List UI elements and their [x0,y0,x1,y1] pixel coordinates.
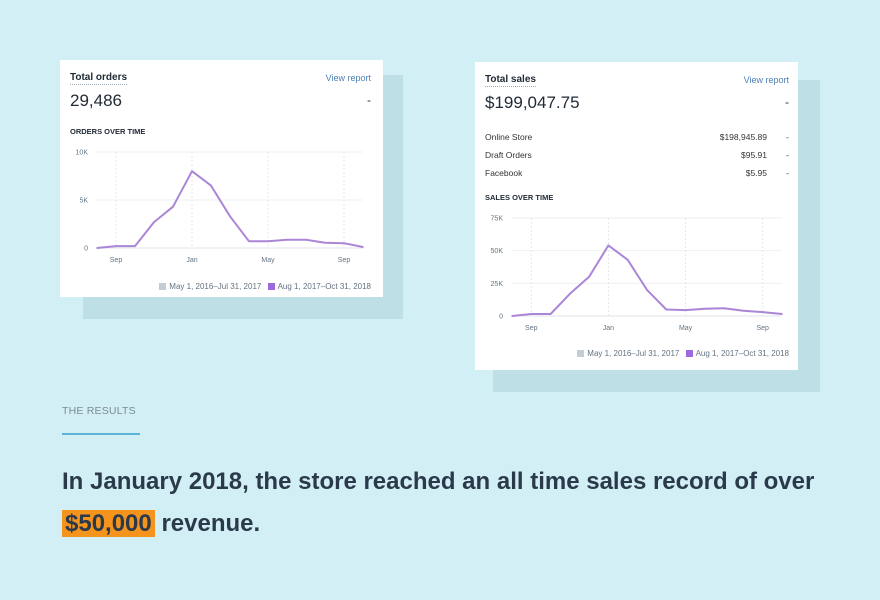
data-point [761,311,764,313]
orders-total-value: 29,486 [70,91,122,110]
series-line [511,244,783,317]
sales-row-change: - [786,132,789,142]
legend-prev-label: May 1, 2016–Jul 31, 2017 [169,282,262,291]
y-tick-label: 50K [491,248,504,255]
orders-title[interactable]: Total orders [70,72,128,85]
data-point [742,309,745,312]
sales-chart: 0 25K 50K 75K Sep Jan May Sep [491,216,783,332]
y-tick-label: 25K [491,281,504,288]
data-point [646,289,648,291]
orders-view-report-link[interactable]: View report [325,73,371,83]
sales-view-report-link[interactable]: View report [743,75,789,85]
data-point [305,239,307,241]
data-point [134,245,136,247]
headline-text: In January 2018, the store reached an al… [62,468,815,495]
sales-row-label: Online Store [485,132,533,142]
data-point [191,170,193,172]
sales-total-value: $199,047.75 [485,93,580,112]
data-point [723,307,725,309]
sales-row-change: - [786,150,789,160]
data-point [549,313,552,315]
y-tick-label: 0 [84,246,88,253]
sales-card: Total sales View report $199,047.75 - On… [475,62,798,370]
data-point [588,276,590,278]
headline-highlight: $50,000 [62,510,155,537]
data-point [324,241,326,244]
x-tick-label: Jan [186,257,197,264]
x-tick-label: Sep [338,257,351,264]
sales-legend: May 1, 2016–Jul 31, 2017 Aug 1, 2017–Oct… [577,349,789,358]
sales-section-label: SALES OVER TIME [485,193,554,202]
y-tick-label: 5K [79,198,88,205]
legend-curr-label: Aug 1, 2017–Oct 31, 2018 [695,349,789,358]
sales-change: - [785,95,789,109]
sales-row-change: - [786,168,789,178]
data-point [362,246,364,248]
data-point [569,292,571,295]
y-tick-label: 0 [499,314,503,321]
data-point [229,215,231,218]
sales-title[interactable]: Total sales [485,74,536,87]
orders-change: - [367,93,371,107]
data-point [115,245,117,247]
sales-row-value: $198,945.89 [719,132,767,142]
legend-curr-label: Aug 1, 2017–Oct 31, 2018 [277,282,371,291]
series-line [96,170,364,249]
data-point [172,205,174,208]
data-point [781,313,783,315]
results-headline: In January 2018, the store reached an al… [62,461,842,545]
results-divider [62,433,140,435]
sales-row-label: Facebook [485,168,523,178]
headline-text-end: revenue. [161,510,261,537]
results-label: THE RESULTS [62,405,136,417]
data-point [343,242,345,244]
data-point [286,239,288,241]
x-tick-label: Sep [110,257,123,264]
x-tick-label: Jan [603,325,614,332]
data-point [96,247,98,249]
data-point [607,244,610,247]
x-tick-label: May [679,325,693,332]
x-tick-label: May [261,257,275,264]
legend-prev-swatch [159,283,167,290]
data-point [530,313,533,315]
data-point [684,309,687,311]
sales-row-label: Draft Orders [485,150,532,160]
legend-curr-swatch [685,350,693,357]
data-point [267,240,269,243]
y-tick-label: 75K [491,216,504,223]
data-point [626,259,629,261]
data-point [210,184,212,187]
data-point [665,308,668,311]
sales-row-value: $5.95 [745,168,767,178]
orders-chart: 0 5K 10K Sep Jan May Sep [76,150,364,264]
legend-curr-swatch [267,283,275,290]
legend-prev-swatch [577,350,585,357]
x-tick-label: Sep [756,325,769,332]
x-tick-label: Sep [525,325,538,332]
data-point [704,308,706,310]
orders-card: Total orders View report 29,486 - ORDERS… [60,60,383,297]
sales-row-value: $95.91 [741,150,767,160]
orders-legend: May 1, 2016–Jul 31, 2017 Aug 1, 2017–Oct… [159,282,371,291]
data-point [511,315,513,317]
data-point [153,221,155,223]
orders-section-label: ORDERS OVER TIME [70,127,146,136]
y-tick-label: 10K [76,150,89,157]
data-point [248,240,250,243]
legend-prev-label: May 1, 2016–Jul 31, 2017 [587,349,680,358]
